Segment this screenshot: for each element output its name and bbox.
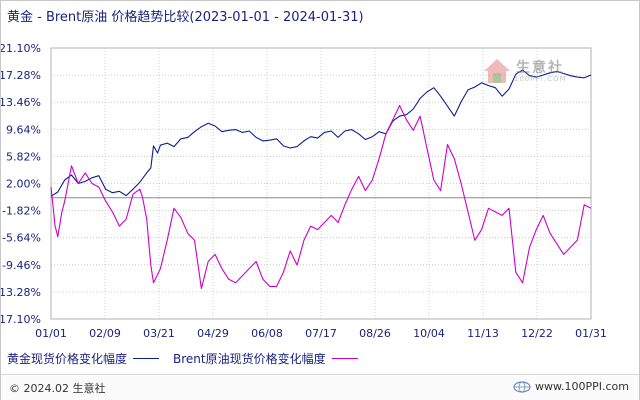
x-tick-label: 06/08	[251, 327, 283, 340]
x-tick-label: 01/31	[575, 327, 607, 340]
watermark-house-icon	[484, 59, 510, 83]
series-line-brent	[50, 104, 592, 290]
grid-layer	[50, 47, 592, 320]
legend-item-brent: Brent原油现货价格变化幅度	[173, 350, 358, 367]
footer-site: www.100PPI.com	[535, 380, 629, 393]
chart-title: 黄金 - Brent原油 价格趋势比较(2023-01-01 - 2024-01…	[7, 10, 364, 25]
y-tick-label: 13.46%	[1, 96, 41, 109]
y-tick-label: 5.82%	[6, 150, 41, 163]
y-tick-label: -17.10%	[1, 313, 41, 326]
x-tick-label: 07/17	[305, 327, 337, 340]
y-tick-label: -1.82%	[2, 205, 41, 218]
legend-swatch-gold	[133, 358, 160, 359]
watermark-site: 100PPI.COM	[514, 75, 567, 83]
y-tick-label: -5.64%	[2, 232, 41, 245]
x-tick-label: 11/13	[467, 327, 499, 340]
x-tick-label: 04/29	[197, 327, 229, 340]
legend-label-gold: 黄金现货价格变化幅度	[7, 352, 128, 366]
legend-item-gold: 黄金现货价格变化幅度	[7, 350, 160, 367]
footer-site-link[interactable]: www.100PPI.com	[513, 380, 629, 393]
axis-layer: 21.10% 17.28% 13.46% 9.64% 5.82% 2.00% -1.82% -…	[1, 42, 607, 340]
x-tick-label: 08/26	[359, 327, 391, 340]
legend: 黄金现货价格变化幅度 Brent原油现货价格变化幅度	[7, 350, 372, 367]
watermark: 生意社 100PPI.COM	[482, 57, 582, 87]
y-tick-label: 9.64%	[6, 123, 41, 136]
x-tick-label: 12/22	[521, 327, 553, 340]
series-line-gold	[50, 69, 592, 197]
x-tick-label: 10/04	[413, 327, 445, 340]
watermark-brand: 生意社	[516, 60, 564, 76]
chart-plot: 21.10% 17.28% 13.46% 9.64% 5.82% 2.00% -1.82% -…	[1, 42, 607, 340]
legend-swatch-brent	[331, 358, 358, 359]
y-tick-label: 17.28%	[1, 69, 41, 82]
globe-icon	[513, 380, 531, 393]
footer-copyright: © 2024.02 生意社	[9, 382, 106, 395]
y-tick-label: -9.46%	[2, 259, 41, 272]
legend-label-brent: Brent原油现货价格变化幅度	[173, 352, 326, 366]
footer: © 2024.02 生意社 www.100PPI.com	[1, 374, 639, 400]
x-tick-label: 02/09	[89, 327, 121, 340]
y-tick-label: -13.28%	[1, 286, 41, 299]
series-layer	[50, 69, 592, 290]
x-tick-label: 01/01	[35, 327, 67, 340]
x-tick-label: 03/21	[143, 327, 175, 340]
y-tick-label: 21.10%	[1, 42, 41, 55]
y-tick-label: 2.00%	[6, 178, 41, 191]
